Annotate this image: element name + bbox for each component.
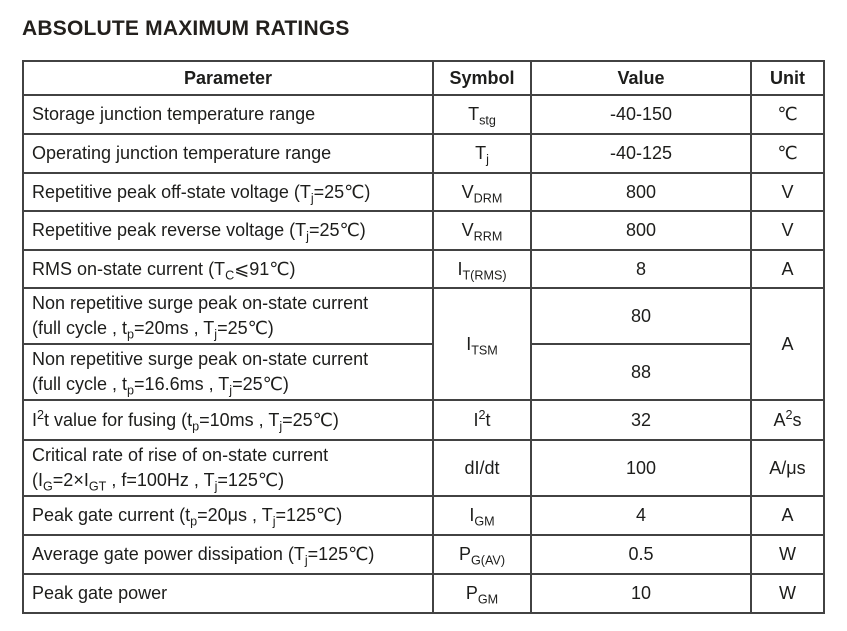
table-row: Repetitive peak off-state voltage (Tj=25…	[22, 172, 825, 212]
header-value: Value	[530, 60, 752, 96]
header-unit: Unit	[750, 60, 825, 96]
value-cell: 4	[530, 495, 752, 536]
value-cell: -40-150	[530, 94, 752, 135]
unit-cell: V	[750, 172, 825, 212]
symbol-cell: PG(AV)	[432, 534, 532, 575]
value-cell: 0.5	[530, 534, 752, 575]
table-row: I2t value for fusing (tp=10ms , Tj=25℃) …	[22, 399, 825, 441]
value-cell: 800	[530, 210, 752, 251]
param-cell: Non repetitive surge peak on-state curre…	[22, 287, 434, 345]
header-parameter: Parameter	[22, 60, 434, 96]
table-row: Critical rate of rise of on-state curren…	[22, 439, 825, 497]
header-symbol: Symbol	[432, 60, 532, 96]
unit-cell: A	[750, 249, 825, 289]
value-cell: -40-125	[530, 133, 752, 174]
param-cell: Repetitive peak reverse voltage (Tj=25℃)	[22, 210, 434, 251]
value-cell: 800	[530, 172, 752, 212]
unit-cell: A/μs	[750, 439, 825, 497]
unit-cell: A	[750, 495, 825, 536]
param-cell: Average gate power dissipation (Tj=125℃)	[22, 534, 434, 575]
unit-cell: ℃	[750, 133, 825, 174]
symbol-cell: I2t	[432, 399, 532, 441]
table-row: RMS on-state current (TC⩽91℃) IT(RMS) 8 …	[22, 249, 825, 289]
unit-cell: W	[750, 534, 825, 575]
table-row: Non repetitive surge peak on-state curre…	[22, 343, 824, 401]
param-cell: Non repetitive surge peak on-state curre…	[22, 343, 434, 401]
symbol-cell: Tj	[432, 133, 532, 174]
unit-cell: V	[750, 210, 825, 251]
table-row: Peak gate power PGM 10 W	[22, 573, 825, 614]
value-cell: 80	[530, 287, 752, 345]
value-cell: 100	[530, 439, 752, 497]
symbol-cell: IGM	[432, 495, 532, 536]
symbol-cell: dI/dt	[432, 439, 532, 497]
value-cell: 8	[530, 249, 752, 289]
unit-cell: ℃	[750, 94, 825, 135]
table-header-row: Parameter Symbol Value Unit	[22, 60, 825, 96]
param-cell: RMS on-state current (TC⩽91℃)	[22, 249, 434, 289]
symbol-cell: IT(RMS)	[432, 249, 532, 289]
param-cell: I2t value for fusing (tp=10ms , Tj=25℃)	[22, 399, 434, 441]
table-row: Average gate power dissipation (Tj=125℃)…	[22, 534, 825, 575]
param-cell: Operating junction temperature range	[22, 133, 434, 174]
value-cell: 88	[530, 343, 752, 401]
table-row: Storage junction temperature range Tstg …	[22, 94, 825, 135]
param-cell: Peak gate current (tp=20μs , Tj=125℃)	[22, 495, 434, 536]
param-cell: Storage junction temperature range	[22, 94, 434, 135]
symbol-cell: VRRM	[432, 210, 532, 251]
symbol-cell: PGM	[432, 573, 532, 614]
symbol-cell: ITSM	[432, 287, 532, 401]
table-row: Repetitive peak reverse voltage (Tj=25℃)…	[22, 210, 825, 251]
param-cell: Repetitive peak off-state voltage (Tj=25…	[22, 172, 434, 212]
table-row: Peak gate current (tp=20μs , Tj=125℃) IG…	[22, 495, 825, 536]
table-row: Operating junction temperature range Tj …	[22, 133, 825, 174]
symbol-cell: VDRM	[432, 172, 532, 212]
unit-cell: W	[750, 573, 825, 614]
unit-cell: A2s	[750, 399, 825, 441]
symbol-cell: Tstg	[432, 94, 532, 135]
param-cell: Peak gate power	[22, 573, 434, 614]
param-cell: Critical rate of rise of on-state curren…	[22, 439, 434, 497]
value-cell: 10	[530, 573, 752, 614]
absolute-maximum-ratings-table: Parameter Symbol Value Unit Storage junc…	[22, 60, 825, 614]
value-cell: 32	[530, 399, 752, 441]
unit-cell: A	[750, 287, 825, 401]
table-row: Non repetitive surge peak on-state curre…	[22, 287, 825, 401]
page-title: ABSOLUTE MAXIMUM RATINGS	[22, 17, 350, 40]
